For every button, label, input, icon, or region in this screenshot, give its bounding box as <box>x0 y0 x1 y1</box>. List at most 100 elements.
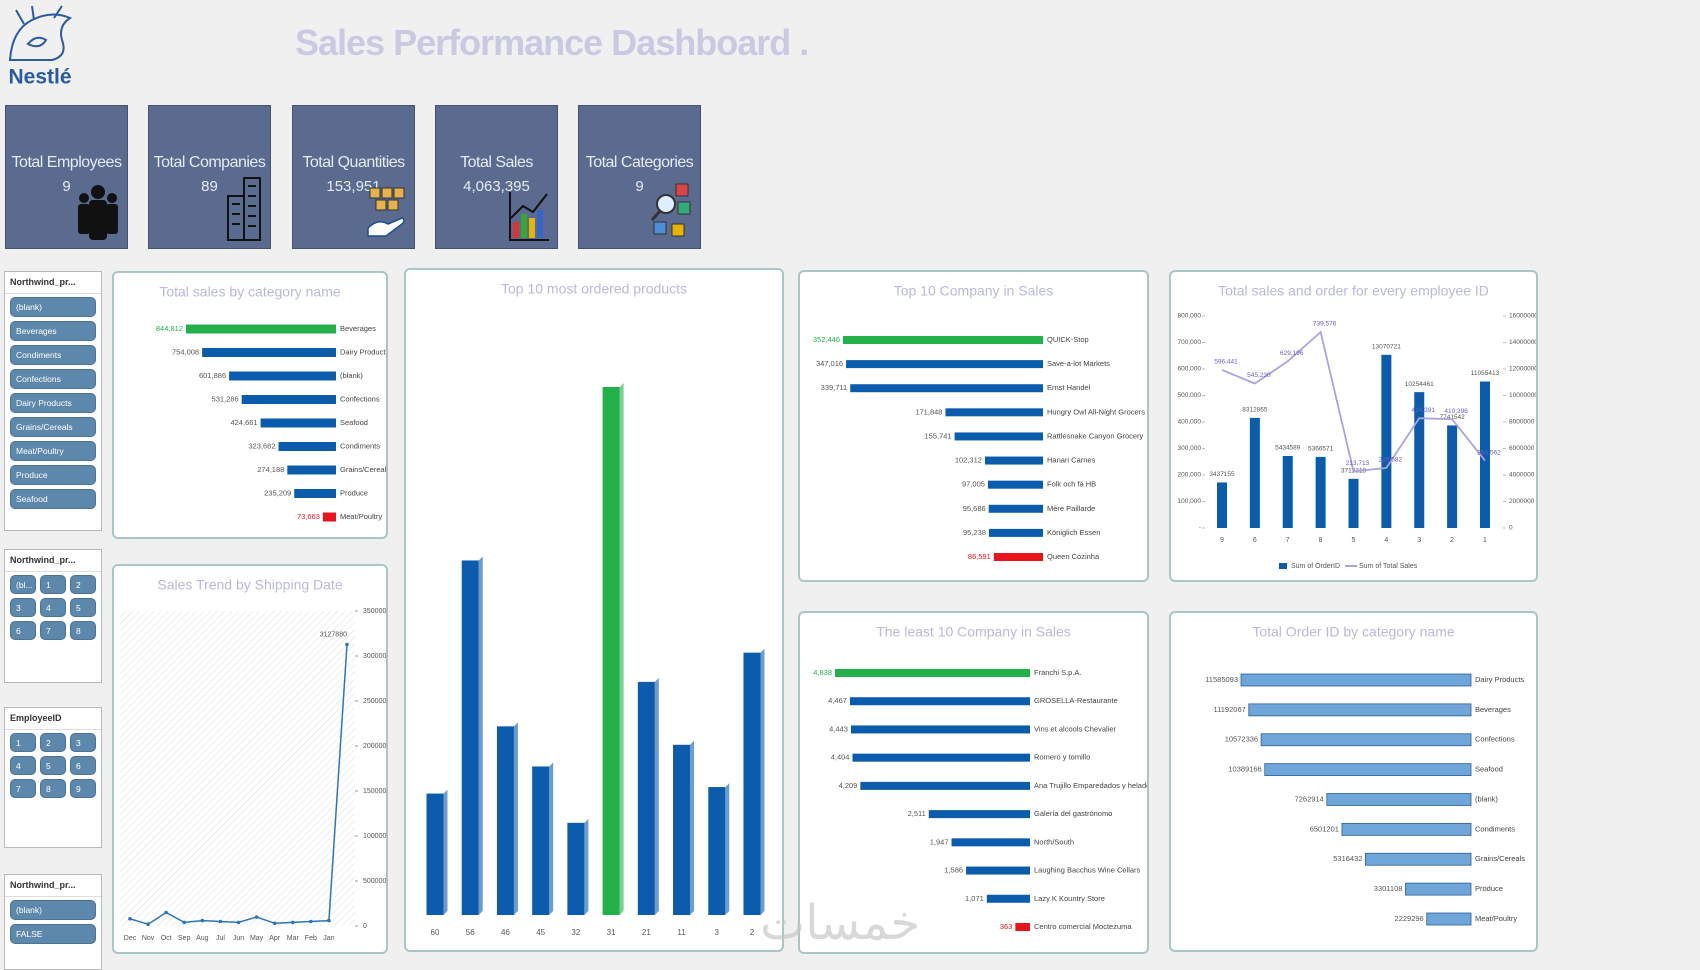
marker <box>164 910 168 915</box>
category-label: Dairy Products <box>1475 675 1524 684</box>
slicer-item[interactable]: 9 <box>70 779 96 798</box>
value-label: 171,848 <box>915 407 942 416</box>
x-tick-label: 6 <box>1253 537 1257 544</box>
slicer-item[interactable]: 4 <box>10 756 36 775</box>
slicer-item[interactable]: (bl... <box>10 575 36 594</box>
chart-title: Top 10 most ordered products <box>501 281 687 297</box>
slicer-item[interactable]: 1 <box>40 575 66 594</box>
slicer-item[interactable]: Produce <box>10 465 96 485</box>
y-tick-label: 1000000 <box>363 833 386 840</box>
bar <box>1365 852 1472 866</box>
y2-tick-label: 16000000 <box>1509 313 1536 320</box>
slicer-item[interactable]: 8 <box>40 779 66 798</box>
slicer-item[interactable]: Dairy Products <box>10 393 96 413</box>
category-label: Grains/Cereals <box>340 465 386 474</box>
value-label: 1,586 <box>944 866 963 875</box>
slicer-item[interactable]: Condiments <box>10 345 96 365</box>
x-tick-label: Aug <box>196 935 209 942</box>
bar <box>1480 381 1490 528</box>
bar <box>202 348 336 357</box>
category-label: Confections <box>340 394 380 403</box>
bar <box>945 408 1043 417</box>
value-label: 4,838 <box>813 668 832 677</box>
value-label: 6501201 <box>1310 824 1339 833</box>
bar <box>294 489 336 498</box>
bar <box>988 504 1043 513</box>
bar <box>241 395 336 404</box>
category-label: Queen Cozinha <box>1047 552 1100 561</box>
chart-title: The least 10 Company in Sales <box>876 624 1071 640</box>
slicer-item[interactable]: (blank) <box>10 900 96 920</box>
value-label: 424,661 <box>230 418 257 427</box>
slicer-item[interactable]: 1 <box>10 733 36 752</box>
slicer[interactable]: Northwind_pr... (blank) FALSE <box>4 874 102 970</box>
slicer[interactable]: Northwind_pr... (bl... 1 2 3 4 5 6 7 8 <box>4 549 102 683</box>
slicer-item[interactable]: Beverages <box>10 321 96 341</box>
slicer-item[interactable]: 5 <box>70 598 96 617</box>
value-label: 3127880 <box>320 631 347 638</box>
marker <box>182 920 187 925</box>
marker <box>309 919 313 924</box>
value-label: 596,441 <box>1214 359 1238 366</box>
slicer-item[interactable]: Seafood <box>10 489 96 509</box>
category-label: North/South <box>1034 837 1074 846</box>
x-tick-label: Feb <box>305 935 317 942</box>
slicer-item[interactable]: 4 <box>40 598 66 617</box>
slicer-item[interactable]: Confections <box>10 369 96 389</box>
chart: Top 10 Company in Sales QUICK-Stop 352,446… <box>813 283 1145 561</box>
marker <box>218 919 223 924</box>
value-label: 10254461 <box>1405 381 1434 388</box>
bar <box>1249 417 1260 528</box>
slicer-item[interactable]: 6 <box>70 756 96 775</box>
slicer[interactable]: EmployeeID 1 2 3 4 5 6 7 8 9 <box>4 707 102 848</box>
y-tick-label: - <box>1199 525 1201 532</box>
bar <box>287 465 336 475</box>
slicer-item[interactable]: Meat/Poultry <box>10 441 96 461</box>
x-tick-label: 3 <box>1417 537 1421 544</box>
bar <box>496 726 514 915</box>
slicer-item[interactable]: 7 <box>40 621 66 640</box>
slicer-item[interactable]: 6 <box>10 621 36 640</box>
bar <box>1447 425 1458 528</box>
bar-side <box>725 783 730 915</box>
chart-panel: Top 10 most ordered products 60 56 46 45 32 31… <box>404 268 784 952</box>
slicer-item[interactable]: (blank) <box>10 297 96 317</box>
slicer-item[interactable]: 5 <box>40 756 66 775</box>
marker <box>200 918 205 923</box>
slicer-item[interactable]: Grains/Cereals <box>10 417 96 437</box>
slicer[interactable]: Northwind_pr... (blank) Beverages Condiment… <box>4 271 102 531</box>
bar <box>708 787 726 915</box>
slicer-item[interactable]: 8 <box>70 621 96 640</box>
slicer-item[interactable]: FALSE <box>10 924 96 944</box>
chart: The least 10 Company in Sales Franchi S.p… <box>813 624 1147 931</box>
y-tick-label: 2000000 <box>363 743 386 750</box>
marker <box>345 642 349 647</box>
value-label: 1,071 <box>965 894 984 903</box>
value-label: 4,443 <box>829 724 848 733</box>
slicer-item[interactable]: 2 <box>70 575 96 594</box>
kpi-icon <box>650 183 691 237</box>
category-label: Rattlesnake Canyon Grocery <box>1047 431 1144 440</box>
bar <box>743 652 761 915</box>
chart-title: Top 10 Company in Sales <box>894 283 1054 299</box>
x-tick-label: 1 <box>1483 537 1487 544</box>
slicer-item[interactable]: 7 <box>10 779 36 798</box>
bar <box>986 894 1030 903</box>
chart-title: Sales Trend by Shipping Date <box>157 577 342 593</box>
slicer-item[interactable]: 2 <box>40 733 66 752</box>
category-label: Mère Paillarde <box>1047 504 1095 513</box>
bar-side <box>549 762 554 915</box>
marker <box>128 917 132 921</box>
plot-area <box>120 611 355 926</box>
bar <box>461 560 479 915</box>
x-tick-label: 31 <box>607 928 616 937</box>
y-tick-label: 500,000 <box>1178 392 1202 399</box>
slicer-item[interactable]: 3 <box>10 598 36 617</box>
slicer-item[interactable]: 3 <box>70 733 96 752</box>
kpi-card: Total Quantities 153,951 <box>292 105 415 249</box>
category-label: Centro comercial Moctezuma <box>1034 922 1132 931</box>
y-tick-label: 3000000 <box>363 653 386 660</box>
chart-panel: Top 10 Company in Sales QUICK-Stop 352,446… <box>798 270 1149 582</box>
